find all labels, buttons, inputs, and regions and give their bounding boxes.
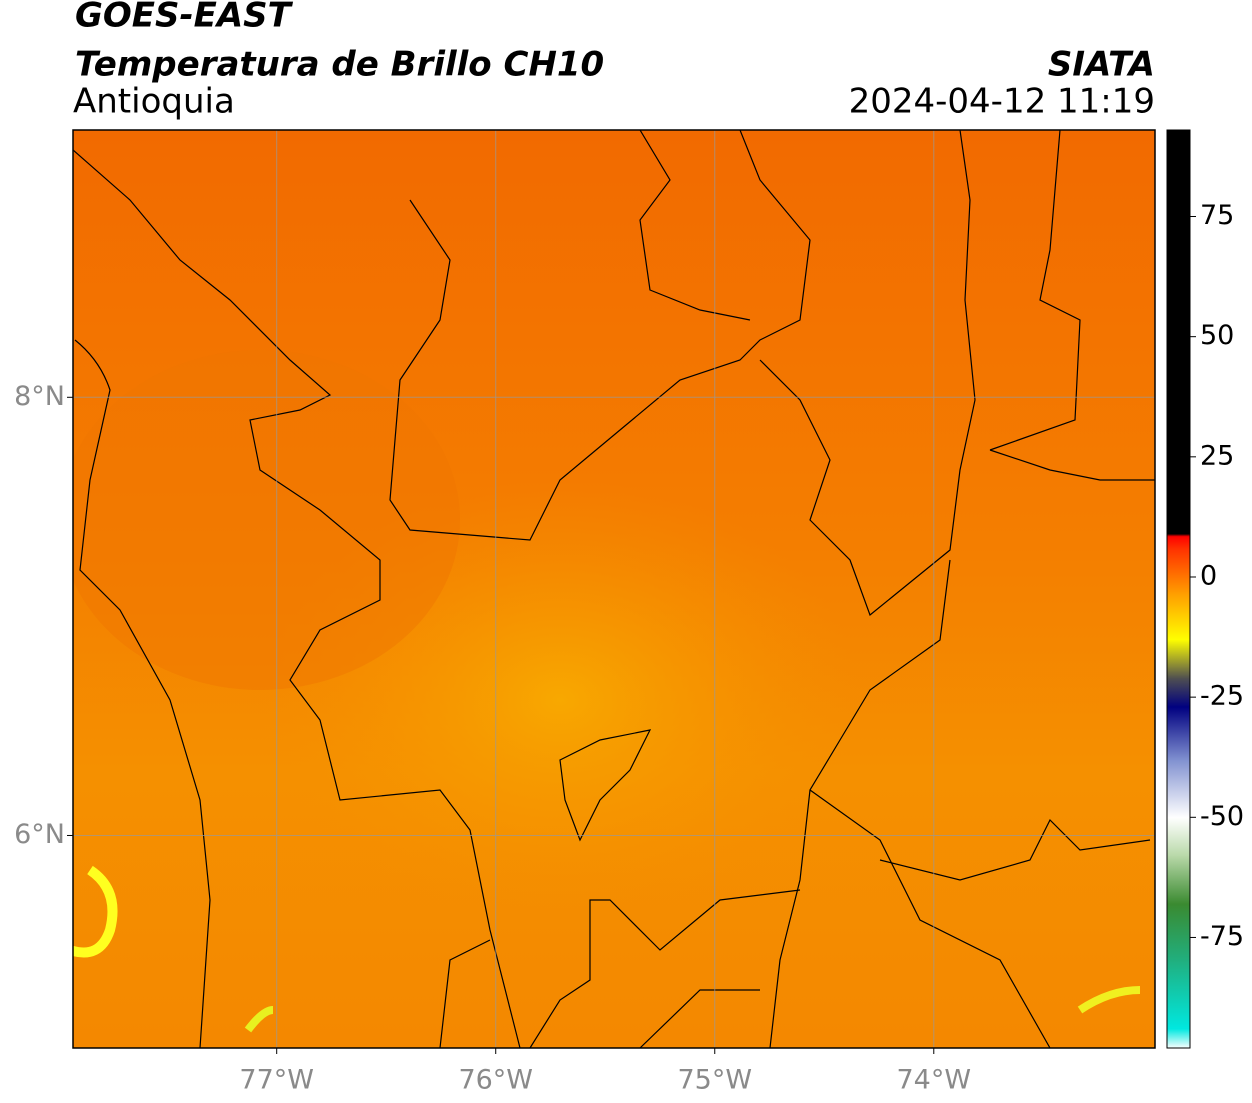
grid [67, 130, 1155, 1054]
colorbar-segment [1167, 759, 1190, 818]
colorbar-tick-label: 50 [1200, 320, 1234, 351]
colorbar-segment [1167, 548, 1190, 592]
y-tick-label: 8°N [14, 381, 65, 412]
region: Antioquia [73, 82, 235, 122]
x-tick-label: 75°W [677, 1065, 752, 1096]
datetime: 2024-04-12 11:19 [849, 82, 1155, 122]
title-2: Temperatura de Brillo CH10 [75, 45, 604, 85]
colorbar-frame [1166, 129, 1191, 1049]
colorbar-segment [1167, 677, 1190, 708]
colorbar-tick-label: -75 [1200, 921, 1244, 952]
colorbar-segment [1167, 817, 1190, 857]
source: SIATA [1048, 45, 1155, 85]
x-tick-label: 74°W [897, 1065, 972, 1096]
colorbar-segment [1167, 855, 1190, 905]
title-1: GOES-EAST [75, 0, 294, 36]
colorbar-segment [1167, 639, 1190, 679]
colorbar-tick-label: 25 [1200, 440, 1234, 471]
colorbar-segment [1167, 536, 1190, 549]
colorbar-segment [1167, 130, 1190, 535]
boundaries [73, 130, 1155, 1048]
colorbar-tick-label: -25 [1200, 681, 1244, 712]
colorbar [1167, 130, 1196, 1049]
colorbar-segment [1167, 591, 1190, 640]
colorbar-tick-label: 0 [1200, 560, 1217, 591]
map-frame [72, 129, 1156, 1049]
x-tick-label: 77°W [239, 1065, 314, 1096]
y-tick-label: 6°N [14, 819, 65, 850]
x-tick-label: 76°W [458, 1065, 533, 1096]
colorbar-segment [1167, 533, 1190, 537]
colorbar-segment [1167, 1028, 1190, 1049]
colorbar-segment [1167, 706, 1190, 761]
map-image [73, 130, 1155, 1048]
colorbar-tick-label: -50 [1200, 801, 1244, 832]
colorbar-tick-label: 75 [1200, 200, 1234, 231]
colorbar-segment [1167, 961, 1190, 1030]
colorbar-segment [1167, 903, 1190, 962]
